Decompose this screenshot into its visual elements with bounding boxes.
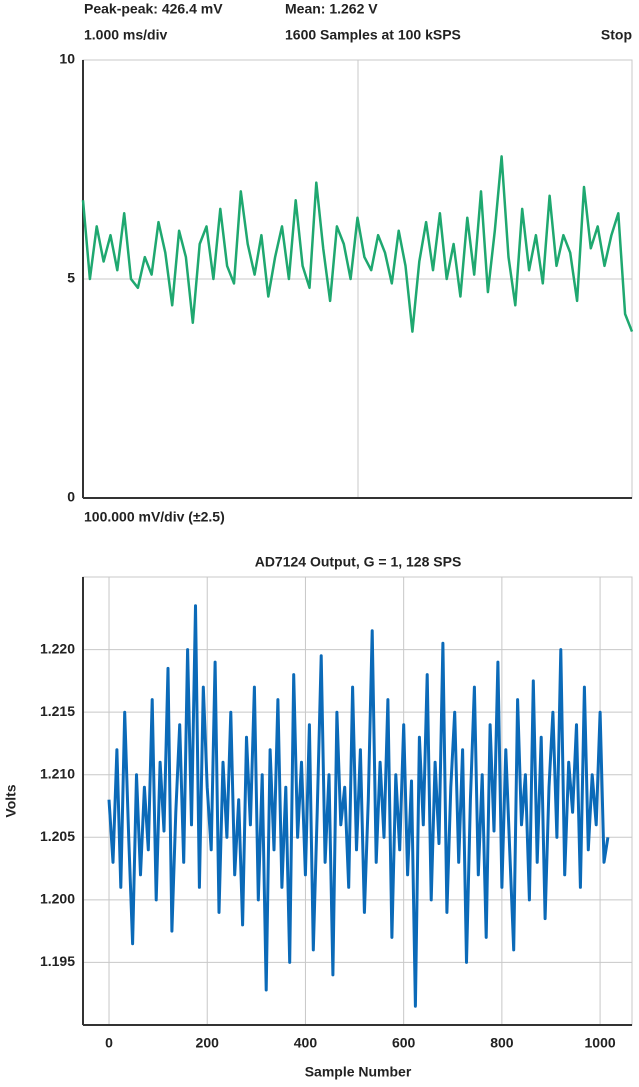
y-tick-label: 1.200	[40, 891, 75, 907]
chart-title: AD7124 Output, G = 1, 128 SPS	[255, 554, 462, 570]
x-tick-label: 600	[392, 1035, 416, 1051]
trace	[81, 155, 634, 333]
x-tick-label: 0	[105, 1035, 113, 1051]
y-tick-label: 0	[67, 489, 75, 505]
annotation: 1600 Samples at 100 kSPS	[285, 27, 461, 43]
x-tick-label: 200	[196, 1035, 220, 1051]
trace	[107, 604, 610, 1008]
y-tick-label: 1.215	[40, 703, 75, 719]
y-tick-label: 1.205	[40, 828, 75, 844]
x-tick-label: 1000	[585, 1035, 616, 1051]
annotation: Mean: 1.262 V	[285, 1, 378, 17]
y-tick-label: 1.210	[40, 765, 75, 781]
x-tick-label: 800	[490, 1035, 514, 1051]
annotation: Stop	[601, 27, 632, 43]
y-tick-label: 1.220	[40, 640, 75, 656]
annotation: 1.000 ms/div	[84, 27, 167, 43]
y-tick-label: 1.195	[40, 953, 75, 969]
x-axis-label: Sample Number	[305, 1064, 412, 1080]
x-tick-label: 400	[294, 1035, 318, 1051]
y-tick-label: 10	[59, 51, 75, 67]
annotation: 100.000 mV/div (±2.5)	[84, 509, 225, 525]
y-axis-label: Volts	[3, 784, 19, 817]
annotation: Peak-peak: 426.4 mV	[84, 1, 223, 17]
y-tick-label: 5	[67, 270, 75, 286]
